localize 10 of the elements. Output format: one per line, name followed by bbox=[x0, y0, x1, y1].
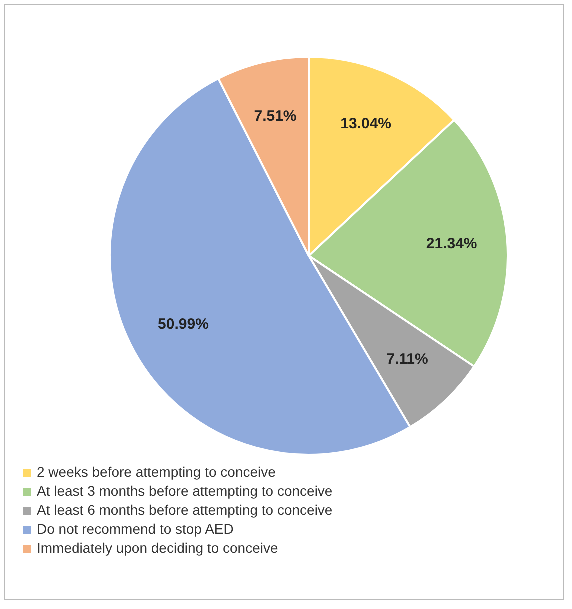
data-label: 7.51% bbox=[254, 108, 297, 125]
data-label: 50.99% bbox=[158, 316, 209, 334]
data-label: 7.11% bbox=[386, 351, 428, 368]
data-label: 21.34% bbox=[426, 236, 478, 253]
legend-label: At least 3 months before attempting to conceive bbox=[37, 482, 333, 501]
legend-label: At least 6 months before attempting to conceive bbox=[37, 501, 333, 520]
legend-label: 2 weeks before attempting to conceive bbox=[37, 463, 276, 482]
legend-label: Do not recommend to stop AED bbox=[37, 520, 234, 539]
data-label: 13.04% bbox=[340, 116, 392, 133]
legend-label: Immediately upon deciding to conceive bbox=[37, 539, 278, 558]
